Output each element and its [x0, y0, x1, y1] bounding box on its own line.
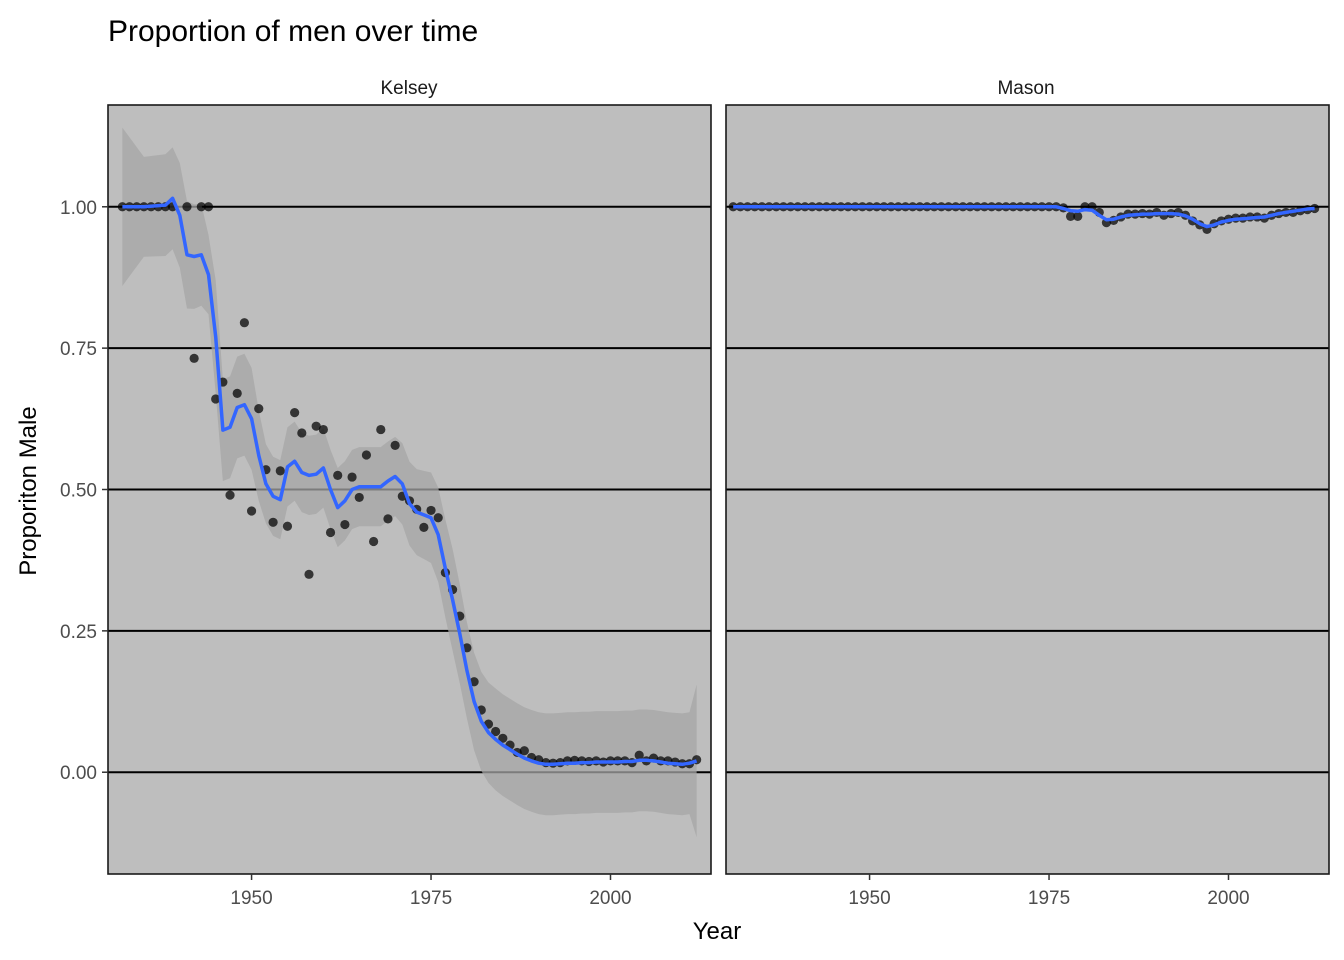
data-point [311, 421, 321, 431]
data-point [290, 408, 300, 418]
data-point [117, 202, 127, 212]
data-point [347, 472, 357, 482]
data-point [634, 750, 644, 760]
smooth-line [122, 196, 698, 767]
data-point [282, 521, 293, 531]
data-point [225, 490, 235, 500]
data-point [333, 470, 343, 480]
panel-kelsey: Kelsey [107, 78, 712, 875]
x-axis-title: Year [693, 918, 742, 945]
data-point [239, 318, 249, 328]
data-point [297, 428, 307, 438]
data-point [268, 517, 278, 527]
data-point [361, 450, 372, 460]
y-tick-label: 1.00 [60, 198, 97, 219]
x-tick-label: 2000 [1207, 888, 1249, 909]
data-point [182, 202, 192, 212]
strip-label-kelsey: Kelsey [380, 78, 438, 99]
data-point [304, 569, 314, 579]
data-point [318, 424, 328, 435]
data-point [491, 726, 501, 737]
data-point [390, 440, 400, 450]
data-point [275, 466, 285, 476]
smooth-line [733, 205, 1315, 229]
x-axis: 1950 1975 2000 1950 1975 2000 [230, 874, 1250, 909]
confidence-ribbon [122, 127, 697, 838]
data-point [1073, 211, 1083, 221]
y-tick-label: 0.75 [60, 339, 97, 360]
data-point [340, 519, 350, 530]
x-tick-label: 1975 [1028, 888, 1070, 909]
data-point [189, 353, 199, 363]
y-tick-label: 0.00 [60, 763, 97, 784]
chart-title: Proportion of men over time [108, 15, 478, 48]
data-point [498, 733, 508, 743]
data-point [203, 202, 214, 212]
data-point [369, 536, 379, 547]
data-point [426, 505, 436, 516]
panel-border [725, 104, 1330, 875]
y-tick-label: 0.50 [60, 481, 97, 502]
data-point [246, 506, 257, 516]
x-tick-label: 1950 [230, 888, 272, 909]
y-tick-label: 0.25 [60, 622, 97, 643]
y-axis-title: Proporiton Male [15, 406, 42, 575]
strip-label-mason: Mason [997, 78, 1054, 99]
data-point [419, 522, 429, 532]
data-point [325, 527, 336, 538]
data-point [376, 424, 386, 435]
data-point [196, 202, 206, 212]
data-point [232, 388, 242, 398]
data-point [383, 514, 393, 524]
panel-mason: Mason [725, 78, 1330, 875]
data-point [211, 394, 221, 404]
data-point [519, 746, 529, 756]
data-point [254, 404, 264, 414]
data-point [354, 492, 364, 503]
y-axis: 0.00 0.25 0.50 0.75 1.00 [60, 198, 108, 784]
x-tick-label: 1950 [848, 888, 890, 909]
data-point [1310, 203, 1320, 214]
data-point [433, 513, 443, 523]
x-tick-label: 2000 [589, 888, 631, 909]
data-point [728, 202, 738, 212]
data-point [1065, 211, 1076, 221]
x-tick-label: 1975 [410, 888, 452, 909]
